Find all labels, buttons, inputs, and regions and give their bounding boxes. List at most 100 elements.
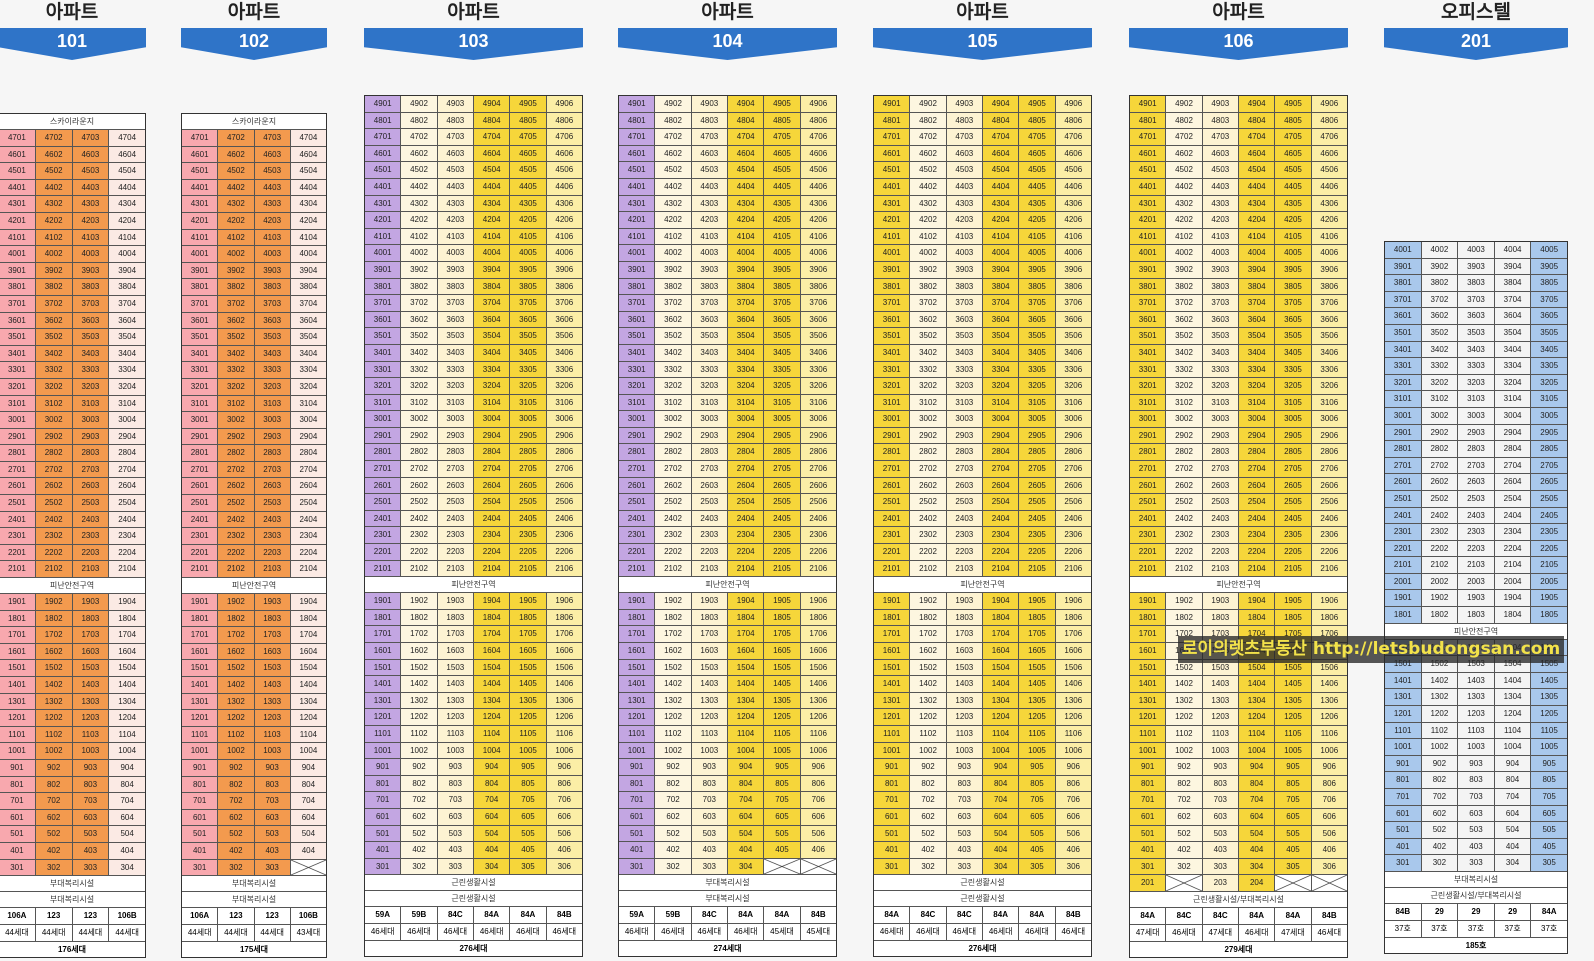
- unit-cell: 1803: [72, 610, 110, 628]
- unit-cell: 2404: [1494, 507, 1532, 525]
- floor-row: 3101 3102 3103 3104: [0, 395, 145, 413]
- unit-cell: 4104: [473, 228, 511, 246]
- unit-type-row: 59A 59B 84C 84A 84A 84B: [619, 907, 836, 925]
- unit-cell: 1602: [35, 643, 73, 661]
- floor-row: 1201 1202 1203 1204 1205 1206: [1130, 709, 1347, 726]
- unit-cell: 4301: [182, 196, 219, 213]
- unit-cell: 1801: [0, 610, 36, 628]
- unit-cell: 1405: [510, 676, 547, 693]
- unit-cell: 2704: [473, 461, 511, 478]
- unit-cell: 4701: [1130, 129, 1167, 146]
- unit-cell: 3104: [1494, 391, 1532, 408]
- unit-cell: 4804: [1238, 112, 1276, 130]
- floor-row: 2801 2802 2803 2804: [182, 445, 326, 462]
- floor-row: 2501 2502 2503 2504 2505 2506: [365, 494, 582, 511]
- unit-cell: 1603: [437, 643, 474, 660]
- unit-cell: 303: [254, 859, 291, 877]
- unit-type-cell: 84A: [728, 907, 765, 924]
- unit-cell: 3303: [254, 362, 291, 379]
- unit-cell: 4102: [910, 228, 947, 246]
- floor-row: 4201 4202 4203 4204 4205 4206: [365, 212, 582, 229]
- household-count-cell: 46세대: [438, 924, 474, 941]
- unit-cell: 2904: [1494, 424, 1532, 442]
- unit-cell: 3403: [946, 344, 983, 362]
- unit-cell: 2503: [1458, 490, 1495, 508]
- unit-cell: 3602: [910, 311, 947, 329]
- unit-cell: 1304: [1238, 692, 1276, 710]
- unit-cell: 3804: [109, 279, 145, 296]
- unit-cell: 2405: [764, 510, 801, 528]
- refuge-zone-band: 피난안전구역: [874, 577, 1091, 594]
- floor-row: 4401 4402 4403 4404: [0, 179, 145, 197]
- unit-cell: 4005: [1531, 242, 1567, 259]
- unit-cell: 303: [946, 858, 983, 876]
- unit-cell: 1203: [691, 709, 728, 726]
- unit-cell: 4502: [1166, 162, 1203, 179]
- unit-cell: 1104: [727, 725, 765, 743]
- unit-cell: 1405: [764, 676, 801, 693]
- unit-cell: 4004: [290, 246, 326, 263]
- floor-row: 1801 1802 1803 1804 1805 1806: [365, 609, 582, 627]
- unit-cell: 4205: [764, 212, 801, 229]
- unit-cell: 3506: [546, 328, 582, 345]
- unit-cell: 705: [510, 792, 547, 809]
- unit-cell: 2206: [1055, 544, 1091, 561]
- unit-cell: 2304: [109, 528, 145, 545]
- floor-row: 2101 2102 2103 2104 2105 2106: [874, 560, 1091, 578]
- unit-cell: 2103: [72, 561, 110, 579]
- unit-cell: 2603: [946, 477, 983, 495]
- unit-cell: 3802: [35, 279, 73, 296]
- unit-cell: 601: [365, 808, 402, 826]
- floor-row: 2401 2402 2403 2404 2405 2406: [365, 510, 582, 528]
- unit-cell: 2603: [1202, 477, 1239, 495]
- unit-cell: 1802: [218, 610, 255, 628]
- unit-cell: 2905: [764, 427, 801, 445]
- unit-cell: 2905: [1019, 427, 1056, 445]
- unit-cell: 3503: [1458, 324, 1495, 342]
- unit-cell: 3604: [727, 311, 765, 329]
- floor-row: 4901 4902 4903 4904 4905 4906: [365, 96, 582, 113]
- unit-type-cell: 59A: [365, 907, 402, 924]
- unit-grid: 4901 4902 4903 4904 4905 4906 4801 4802 4803 4804…: [873, 95, 1092, 958]
- unit-cell: 1902: [910, 593, 947, 610]
- unit-cell: 2603: [72, 478, 110, 496]
- unit-cell: 302: [218, 859, 255, 877]
- unit-cell: 2605: [1019, 477, 1056, 495]
- unit-cell: 703: [1458, 789, 1495, 806]
- unit-cell: 2802: [401, 444, 438, 462]
- unit-cell: 1105: [1275, 725, 1312, 743]
- unit-cell: 2506: [1055, 494, 1091, 511]
- floor-row: 1701 1702 1703 1704 1705 1706: [619, 626, 836, 643]
- floor-row: 401 402 403 404 405 406: [365, 842, 582, 859]
- floor-row: 3901 3902 3903 3904: [0, 262, 145, 280]
- unit-cell: 1403: [946, 676, 983, 693]
- unit-cell: 1802: [401, 609, 438, 627]
- unit-cell: 1501: [619, 659, 656, 677]
- unit-cell: 705: [1531, 789, 1567, 806]
- unit-cell: 304: [982, 858, 1020, 876]
- unit-cell: 1206: [1311, 709, 1347, 726]
- unit-cell: 1501: [874, 659, 911, 677]
- unit-cell: 3003: [437, 411, 474, 428]
- unit-cell: 2702: [655, 461, 692, 478]
- unit-cell: 3406: [1311, 344, 1347, 362]
- unit-cell: 4206: [1055, 212, 1091, 229]
- unit-cell: 304: [473, 858, 511, 876]
- unit-cell: 3503: [946, 328, 983, 345]
- unit-cell: 904: [109, 759, 145, 777]
- unit-type-cell: 84A: [474, 907, 511, 924]
- unit-cell: 1402: [655, 676, 692, 693]
- unit-type-cell: 29: [1458, 903, 1495, 920]
- unit-cell: 3206: [546, 378, 582, 395]
- unit-cell: 1801: [1130, 609, 1167, 627]
- unit-cell: 3905: [510, 261, 547, 279]
- unit-cell: 304: [109, 859, 145, 877]
- unit-cell: 302: [1421, 855, 1459, 872]
- unit-cell: 2803: [254, 445, 291, 462]
- unit-cell: 4002: [35, 246, 73, 263]
- unit-cell: 2201: [874, 544, 911, 561]
- unit-cell: 3302: [910, 361, 947, 379]
- unit-cell: 3103: [72, 395, 110, 413]
- facility-band: 근린생활시설: [365, 891, 582, 908]
